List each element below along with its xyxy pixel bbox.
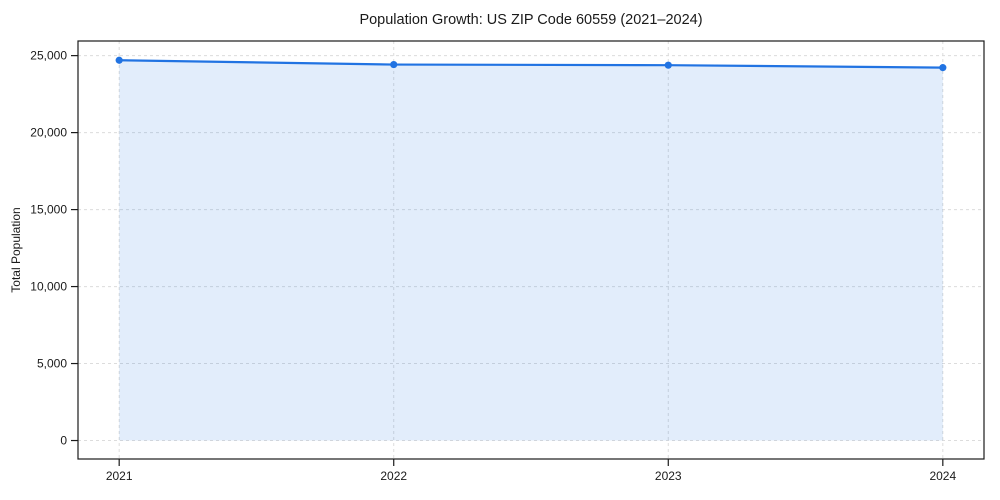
y-tick-label: 5,000: [37, 357, 67, 371]
data-point: [664, 61, 672, 69]
y-axis-label: Total Population: [9, 207, 23, 292]
x-tick-label: 2023: [655, 469, 682, 483]
x-tick-label: 2022: [380, 469, 407, 483]
x-tick-label: 2024: [929, 469, 956, 483]
y-tick-label: 20,000: [30, 126, 67, 140]
y-tick-label: 10,000: [30, 280, 67, 294]
data-point: [115, 56, 123, 64]
tick-labels: 0 5,000 10,000 15,000 20,000 25,000 2021 2022 20…: [30, 49, 956, 483]
data-point: [390, 60, 398, 69]
area-under-line: [119, 60, 943, 441]
y-tick-label: 0: [60, 434, 67, 448]
gridlines: [78, 41, 984, 459]
chart-title: Population Growth: US ZIP Code 60559 (20…: [359, 12, 702, 28]
y-tick-label: 25,000: [30, 49, 67, 63]
data-point: [939, 64, 947, 72]
plot-border: [77, 40, 985, 460]
data-points: [115, 56, 947, 72]
axes-box: [77, 40, 985, 460]
x-tick-label: 2021: [106, 469, 133, 483]
population-line: [118, 59, 944, 69]
axis-ticks: [71, 55, 944, 466]
data-line: [118, 59, 944, 69]
y-tick-label: 15,000: [30, 203, 67, 217]
area-fill: [119, 60, 943, 441]
